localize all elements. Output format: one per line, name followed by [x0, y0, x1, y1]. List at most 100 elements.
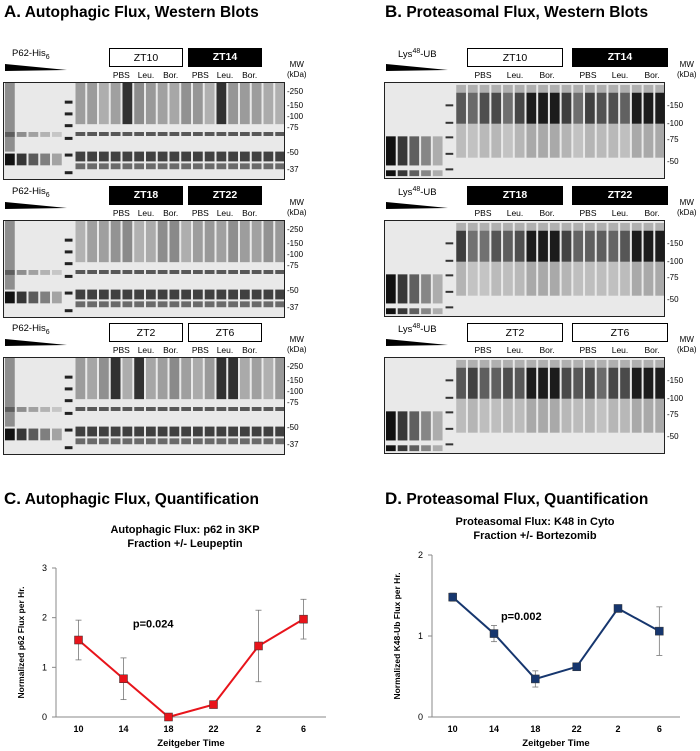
chart-c-data-point — [209, 700, 218, 709]
chart-d-title-line1: Proteasomal Flux: K48 in Cyto — [455, 516, 615, 528]
blot-b-row2-timepoint-left: ZT18 — [467, 186, 563, 205]
sample-suffix: -UB — [420, 187, 437, 199]
chart-d-data-point — [655, 626, 664, 636]
blot-b-row2-timepoint-right: ZT22 — [572, 186, 668, 205]
chart-d-data-point — [531, 674, 540, 684]
mw-label-unit: (kDa) — [677, 208, 697, 217]
blot-a-row1-mw-tick: -150 — [287, 100, 304, 110]
blot-b-row3-blot-image — [384, 357, 665, 454]
blot-b-row2-mw-tick: -75 — [667, 273, 679, 283]
blot-b-row2-lane-label: Leu. — [506, 208, 524, 218]
blot-b-row3-mw-tick: -75 — [667, 410, 679, 420]
blot-b-row2-sample-label: Lys48-UB — [398, 186, 437, 198]
blot-a-row2-mw-tick: -50 — [287, 285, 299, 295]
mw-label-top: MW — [679, 335, 694, 344]
blot-a-row1-lane-label: Leu. — [137, 70, 155, 80]
sample-subscript: 6 — [45, 53, 50, 61]
blot-b-row2-lane-label: PBS — [474, 208, 492, 218]
chart-d-data-point — [448, 592, 457, 602]
chart-d-x-tick-label: 14 — [489, 724, 499, 734]
blot-b-row3-dilution-wedge — [386, 339, 448, 346]
chart-c-x-tick-label: 2 — [256, 724, 261, 734]
chart-c-data-point — [74, 635, 83, 645]
mw-label-top: MW — [289, 60, 304, 69]
blot-b-row2-mw-tick: -150 — [667, 239, 684, 249]
blot-a-row1-lane-label: PBS — [112, 70, 130, 80]
sample-superscript: 48 — [412, 186, 421, 193]
blot-a-row2-mw-tick: -37 — [287, 303, 299, 313]
mw-label-unit: (kDa) — [287, 345, 307, 354]
blot-b-row2-lane-label: Bor. — [644, 208, 660, 218]
blot-b-row2-dilution-wedge — [386, 202, 448, 209]
chart-c-series-line — [77, 618, 305, 719]
blot-a-row2-mw-label: MW (kDa) — [287, 198, 307, 218]
sample-superscript: 48 — [412, 48, 421, 55]
blot-b-row3-mw-tick: -50 — [667, 431, 679, 441]
blot-b-row1-lane-label: Bor. — [539, 70, 555, 80]
blot-render — [4, 221, 284, 317]
blot-a-row2-lane-label: Leu. — [216, 208, 234, 218]
chart-c-x-tick-label: 14 — [118, 724, 128, 734]
blot-b-row2-mw-tick: -100 — [667, 256, 684, 266]
blot-b-row2-lane-label: PBS — [579, 208, 597, 218]
blot-a-row3-timepoint-right: ZT6 — [188, 323, 262, 342]
chart-d-data-point — [572, 662, 581, 672]
blot-a-row3-mw-tick: -75 — [287, 398, 299, 408]
blot-a-row1-timepoint-right: ZT14 — [188, 48, 262, 67]
blot-b-row2-lane-label: Leu. — [611, 208, 629, 218]
panel-d-heading: Proteasomal Flux, Quantification — [406, 491, 649, 508]
blot-b-row1-mw-tick: -75 — [667, 135, 679, 145]
mw-label-top: MW — [289, 335, 304, 344]
blot-a-row3-lane-label: PBS — [112, 345, 130, 355]
chart-d-y-axis-label: Normalized K48-Ub Flux per Hr. — [392, 572, 402, 699]
chart-d-x-tick-label: 6 — [657, 724, 662, 734]
chart-c-p-value: p=0.024 — [133, 619, 175, 631]
chart-c-x-tick-label: 6 — [301, 724, 306, 734]
chart-c-y-tick-label: 0 — [42, 712, 47, 722]
blot-a-row1-mw-tick: -50 — [287, 147, 299, 157]
sample-name: P62-His — [12, 186, 46, 197]
chart-d-title: Proteasomal Flux: K48 in Cyto Fraction +… — [400, 515, 670, 543]
chart-d-x-tick-label: 10 — [448, 724, 458, 734]
chart-c-y-axis-label: Normalized p62 Flux per Hr. — [16, 587, 26, 699]
chart-d-x-tick-label: 18 — [530, 724, 540, 734]
blot-a-row2-lane-label: Leu. — [137, 208, 155, 218]
blot-a-row3-lane-label: Bor. — [242, 345, 258, 355]
blot-b-row1-lane-label: Leu. — [506, 70, 524, 80]
blot-a-row1-lane-label: PBS — [191, 70, 209, 80]
blot-a-row1-blot-image — [3, 82, 285, 180]
mw-label-top: MW — [679, 198, 694, 207]
sample-name: Lys — [398, 49, 413, 61]
chart-d-series-line — [452, 596, 660, 681]
blot-a-row2-lane-label: PBS — [112, 208, 130, 218]
blot-a-row2-timepoint-left: ZT18 — [109, 186, 183, 205]
blot-a-row2-blot-image — [3, 220, 285, 318]
blot-b-row3-mw-tick: -150 — [667, 376, 684, 386]
chart-d-y-tick-label: 1 — [418, 631, 423, 641]
panel-c-title: C. Autophagic Flux, Quantification — [4, 489, 259, 509]
blot-render — [385, 358, 664, 453]
chart-c-data-point — [164, 712, 173, 722]
panel-a-heading: Autophagic Flux, Western Blots — [24, 4, 259, 21]
blot-a-row2-timepoint-right: ZT22 — [188, 186, 262, 205]
blot-render — [4, 358, 284, 454]
blot-a-row2-lane-label: PBS — [191, 208, 209, 218]
blot-a-row3-mw-label: MW (kDa) — [287, 335, 307, 355]
panel-b-title: B. Proteasomal Flux, Western Blots — [385, 2, 648, 22]
blot-b-row3-lane-label: PBS — [579, 345, 597, 355]
chart-d-data-point — [489, 629, 499, 638]
blot-b-row1-lane-label: PBS — [579, 70, 597, 80]
blot-a-row1-mw-tick: -75 — [287, 123, 299, 133]
chart-d-x-tick-label: 22 — [572, 724, 582, 734]
blot-a-row2-mw-tick: -250 — [287, 224, 304, 234]
panel-d-letter: D. — [385, 489, 402, 508]
panel-a-title: A. Autophagic Flux, Western Blots — [4, 2, 259, 22]
sample-name: Lys — [398, 324, 413, 336]
mw-label-unit: (kDa) — [677, 70, 697, 79]
chart-d-y-tick-label: 0 — [418, 712, 423, 722]
blot-b-row3-lane-label: Leu. — [611, 345, 629, 355]
blot-b-row3-timepoint-left: ZT2 — [467, 323, 563, 342]
blot-render — [385, 221, 664, 316]
mw-label-top: MW — [289, 198, 304, 207]
blot-a-row3-timepoint-left: ZT2 — [109, 323, 183, 342]
